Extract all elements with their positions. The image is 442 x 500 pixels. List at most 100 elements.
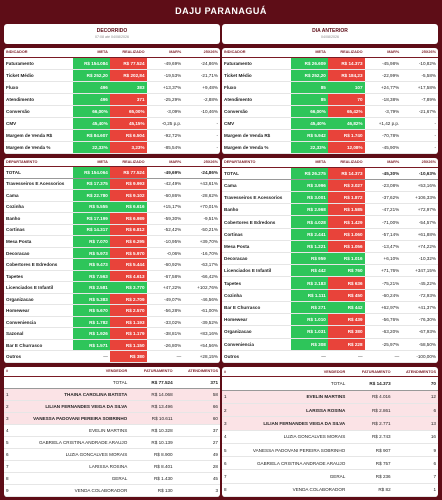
cell: +70,01%	[183, 201, 220, 214]
cell: 85	[291, 81, 328, 94]
cell: -46,56%	[183, 293, 220, 306]
cell: R$ 1.016	[327, 252, 365, 266]
sellers-card: # VENDEDOR FATURAMENTO ATENDIMENTOS TOTAL R$ …	[222, 367, 438, 497]
column-header: INDICADOR	[4, 48, 74, 58]
cell: 66	[174, 400, 220, 413]
column-header: DEPARTAMENTO	[222, 158, 292, 168]
cell: -33,02%	[146, 316, 184, 329]
cell: Faturamento	[4, 57, 74, 70]
cell: Margem de Venda %	[4, 141, 74, 154]
header-row: INDICADOR META REALIZADO MAR% 25X26%	[4, 48, 220, 58]
cell: R$ 4.613	[109, 270, 147, 283]
cell: R$ 13.496	[129, 400, 175, 413]
cell: R$ 2.581	[73, 281, 110, 294]
cell: R$ 1.926	[73, 327, 110, 340]
period-title: DECORRIDO	[96, 28, 128, 34]
cell: +15,17%	[146, 201, 184, 214]
cell: R$ 1.111	[291, 289, 328, 302]
seller-row: 6 GABRIELA CRISTINA ANDRADE ARAUJO R$ 757 6	[222, 456, 438, 471]
cell: 28	[174, 460, 220, 473]
cell: R$ 308	[291, 338, 328, 351]
column-header: ATENDIMENTOS	[174, 367, 220, 377]
cell: R$ 1.193	[109, 316, 147, 329]
cell: 9	[4, 484, 17, 497]
cell: -21,71%	[183, 69, 220, 82]
data-row: Bar E Churrasco R$ 1.571 R$ 1.150 -26,80% +5…	[4, 339, 220, 352]
cell: VENDA COLABORADOR	[16, 484, 130, 497]
column-header: 25X26%	[183, 48, 220, 58]
cell: -	[401, 117, 438, 130]
cell: R$ 77.524	[129, 376, 175, 389]
cell: -60,86%	[146, 189, 184, 202]
sellers-card: # VENDEDOR FATURAMENTO ATENDIMENTOS TOTAL R$ …	[4, 367, 220, 497]
cell: VANESSA PADOVANI PEREIRA SOBRINHO	[16, 412, 130, 425]
sellers-table: # VENDEDOR FATURAMENTO ATENDIMENTOS TOTAL R$ …	[222, 367, 438, 497]
cell: R$ 1.031	[291, 325, 328, 339]
cell: TOTAL	[4, 166, 74, 179]
cell: LARISSA ROSINA	[234, 403, 348, 418]
cell: Cortinas	[222, 228, 292, 241]
cell: Outros	[222, 350, 292, 363]
data-row: Atendimento 85 70 -18,38% -7,89%	[222, 93, 438, 106]
column-header: FATURAMENTO	[129, 367, 175, 377]
cell: 107	[327, 81, 365, 94]
data-row: Conversão 66,00% 65,00% -3,09% -10,46%	[4, 105, 220, 118]
cell: -45,30%	[364, 167, 402, 180]
cell: 45	[174, 472, 220, 485]
data-row: Fluxo 85 107 +24,77% +17,58%	[222, 81, 438, 94]
cell: Cozinha	[222, 289, 292, 302]
cell: R$ 7.070	[73, 235, 110, 248]
cell: 49	[174, 448, 220, 461]
cell: -63,20%	[364, 325, 402, 339]
cell: Travesseiros E Acessorios	[222, 191, 292, 205]
cell: +43,61%	[183, 178, 220, 191]
cell: 6	[4, 448, 17, 461]
period-header: DECORRIDO 07:08 até 04/08/2026	[4, 24, 220, 44]
indicators-card: INDICADOR META REALIZADO MAR% 25X26% Faturame…	[222, 48, 438, 154]
cell: 383	[109, 81, 147, 94]
cell: R$ 7.563	[73, 270, 110, 283]
data-row: TOTAL R$ 26.275 R$ 14.373 -45,30% -10,63%	[222, 167, 438, 180]
cell: R$ 2.861	[347, 403, 393, 418]
cell: GABRIELA CRISTINA ANDRADE ARAUJO	[16, 436, 130, 449]
cell: R$ 154.064	[73, 166, 110, 179]
page-title: DAJU PARANAGUÁ	[175, 6, 267, 16]
cell: R$ 77.524	[109, 166, 147, 179]
cell: VENDA COLABORADOR	[234, 483, 348, 497]
cell: R$ 6.812	[109, 224, 147, 237]
data-row: Ticket Médio R$ 252,20 R$ 184,23 -22,99% -5,…	[222, 69, 438, 82]
cell: -45,98%	[364, 57, 402, 70]
cell: +347,15%	[401, 264, 438, 278]
seller-row: 8 VENDA COLABORADOR R$ 82 1	[222, 483, 438, 497]
cell: -49,07%	[146, 293, 184, 306]
cell: -42,49%	[146, 178, 184, 191]
cell: -9,51%	[183, 212, 220, 225]
cell: +74,22%	[401, 240, 438, 254]
data-row: CMV 45,40% 45,15% -0,25 p.p. -	[4, 117, 220, 130]
cell: -72,93%	[401, 289, 438, 302]
seller-row: 2 LILIAN FERNANDES VEIGA DA SILVA R$ 13.49…	[4, 400, 220, 413]
cell: 4	[222, 430, 235, 444]
cell: -49,69%	[146, 57, 184, 70]
cell: R$ 4.016	[347, 390, 393, 405]
cell: Travesseiros E Acessorios	[4, 178, 74, 191]
cell: R$ 1.740	[327, 129, 365, 142]
cell: LARISSA ROSINA	[16, 460, 130, 473]
cell: +62,97%	[364, 301, 402, 315]
cell: 7	[4, 460, 17, 473]
cell: Conveniencia	[222, 338, 292, 351]
cell: Conversão	[4, 105, 74, 118]
column-header: INDICADOR	[222, 48, 292, 58]
cell: +24,77%	[364, 81, 402, 94]
cell: Margem de Venda R$	[4, 129, 74, 142]
seller-row: 8 GERAL R$ 1.430 45	[4, 472, 220, 485]
cell: 66,00%	[73, 105, 110, 118]
column-header: #	[4, 367, 17, 377]
cell: R$ 2.709	[109, 293, 147, 306]
cell: R$ 1.179	[109, 327, 147, 340]
cell: -	[183, 129, 220, 142]
data-row: Organizacao R$ 5.383 R$ 2.709 -49,07% -46,56…	[4, 293, 220, 306]
cell: R$ 252,20	[291, 69, 328, 82]
cell: -76,30%	[401, 313, 438, 327]
column-header: FATURAMENTO	[347, 367, 393, 378]
